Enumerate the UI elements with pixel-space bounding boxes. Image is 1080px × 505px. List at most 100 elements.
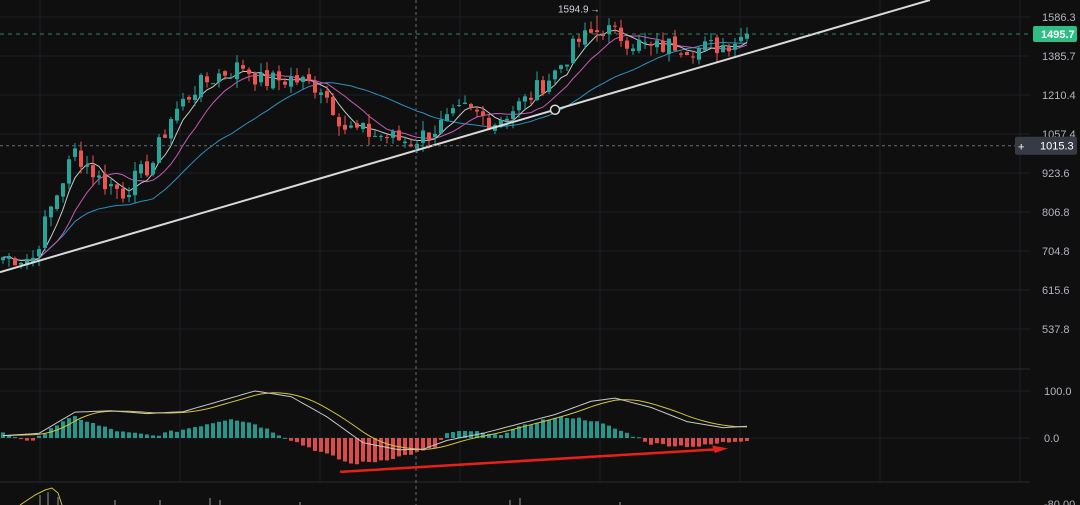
candle-body (217, 73, 221, 82)
histogram-bar (709, 438, 713, 445)
candle-body (331, 96, 335, 116)
peak-arrow-icon: → (590, 4, 600, 15)
candle-body (379, 135, 383, 137)
histogram-bar (67, 418, 71, 438)
histogram-bar (613, 428, 617, 438)
oscillator-pane (1, 390, 749, 474)
candle-body (595, 30, 599, 33)
histogram-bar (97, 425, 101, 438)
trendline[interactable] (0, 0, 931, 274)
histogram-bar (655, 438, 659, 444)
candle-body (571, 38, 575, 64)
candle-body (313, 81, 317, 93)
candle-body (241, 65, 245, 69)
candle-body (43, 216, 47, 248)
candle-body (97, 175, 101, 178)
candle-body (529, 97, 533, 100)
histogram-bar (31, 438, 35, 441)
histogram-bar (421, 438, 425, 451)
histogram-bar (739, 438, 743, 442)
histogram-bar (661, 438, 665, 445)
histogram-bar (43, 433, 47, 438)
histogram-bar (595, 421, 599, 438)
pane-divider (0, 368, 1030, 483)
candle-body (367, 123, 371, 137)
candle-body (745, 33, 749, 39)
candle-body (199, 74, 203, 98)
candle-body (385, 136, 389, 139)
histogram-bar (691, 438, 695, 447)
candle-body (109, 184, 113, 187)
price-tick-label: 704.8 (1042, 246, 1070, 258)
histogram-bar (229, 419, 233, 438)
histogram-bar (679, 438, 683, 446)
price-tick-label: 923.6 (1042, 168, 1070, 180)
histogram-bar (319, 438, 323, 452)
candle-body (499, 120, 503, 128)
candle-body (181, 98, 185, 107)
candle-body (229, 77, 233, 79)
histogram-bar (85, 421, 89, 438)
oscillator-tick-label: 0.0 (1044, 433, 1059, 445)
candle-body (727, 47, 731, 52)
candle-body (487, 117, 491, 129)
candle-body (115, 184, 119, 189)
candle-body (79, 150, 83, 167)
histogram-bar (409, 438, 413, 455)
bottom-indicator-line (19, 487, 63, 505)
plus-icon: + (1018, 142, 1024, 154)
histogram-bar (13, 436, 17, 438)
candle-body (469, 104, 473, 108)
histogram-bar (295, 438, 299, 443)
histogram-bar (223, 420, 227, 438)
candle-body (319, 92, 323, 95)
candle-body (67, 159, 71, 184)
candle-body (721, 45, 725, 53)
histogram-bar (235, 420, 239, 438)
histogram-bar (541, 419, 545, 438)
histogram-bar (325, 438, 329, 454)
histogram-bar (445, 433, 449, 438)
candle-body (295, 75, 299, 83)
candle-body (25, 258, 29, 266)
histogram-bar (313, 438, 317, 451)
histogram-bar (265, 428, 269, 438)
histogram-bar (505, 432, 509, 438)
histogram-bar (49, 428, 53, 438)
candle-body (133, 170, 137, 196)
histogram-bar (217, 421, 221, 438)
histogram-bar (355, 438, 359, 465)
histogram-bar (127, 432, 131, 438)
candle-body (673, 36, 677, 51)
candle-body (91, 165, 95, 178)
histogram-bar (463, 430, 467, 438)
histogram-bar (673, 438, 677, 447)
histogram-bar (133, 432, 137, 438)
price-tick-label: 1210.4 (1042, 90, 1076, 102)
histogram-bar (379, 438, 383, 461)
candle-body (523, 96, 527, 102)
candle-body (643, 42, 647, 44)
histogram-bar (553, 418, 557, 438)
candle-body (349, 125, 353, 128)
candle-body (139, 164, 143, 174)
histogram-bar (139, 433, 143, 438)
histogram-bar (457, 430, 461, 438)
candle-body (13, 258, 17, 266)
candle-body (589, 29, 593, 33)
candle-body (403, 141, 407, 144)
histogram-bar (205, 424, 209, 438)
candle-body (277, 71, 281, 81)
histogram-bar (487, 433, 491, 438)
candle-body (163, 134, 167, 138)
histogram-bar (157, 435, 161, 438)
histogram-bar (163, 432, 167, 438)
divergence-arrow-line (339, 448, 719, 474)
candle-body (601, 33, 605, 37)
histogram-bar (547, 419, 551, 438)
histogram-bar (343, 438, 347, 462)
candle-body (355, 123, 359, 128)
candle-body (577, 38, 581, 42)
